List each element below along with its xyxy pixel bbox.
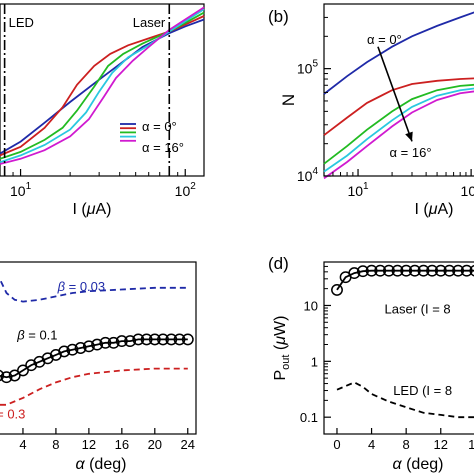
b-xtick-label-1: 102 xyxy=(461,181,474,199)
b-series-0 xyxy=(323,11,474,95)
c-series-1-point xyxy=(148,333,161,346)
c-series-1-point xyxy=(66,343,79,356)
c-xtick-label-6: 24 xyxy=(181,437,195,452)
a-series-4 xyxy=(0,6,205,165)
a-legend-label-0: α = 0° xyxy=(142,119,177,134)
c-series-1-point xyxy=(140,333,153,346)
c-series-1-point xyxy=(157,333,169,346)
c-series-1-point xyxy=(8,369,21,382)
a-series-0 xyxy=(0,18,205,155)
c-series-2 xyxy=(0,367,188,406)
c-series-1-point xyxy=(82,340,95,353)
d-series-0-point xyxy=(356,265,369,278)
b-arrow-shaft xyxy=(377,46,413,142)
panel-a-xlabel: I (μA) xyxy=(73,201,112,218)
d-ytick-label-0: 0.1 xyxy=(300,410,318,425)
d-ytick-label-2: 10 xyxy=(304,298,318,313)
b-annotation-1: α = 16° xyxy=(390,145,432,160)
d-ytick-label-1: 1 xyxy=(311,354,318,369)
d-xtick-label-3: 12 xyxy=(434,437,448,452)
c-annotation-1: β = 0.1 xyxy=(16,327,57,342)
a-xtick-label-0: 101 xyxy=(10,181,32,199)
a-vline-label-1: Laser xyxy=(133,15,166,30)
d-series-0-point xyxy=(434,264,447,277)
b-series-2 xyxy=(323,83,474,165)
panel-b: 101 102 104 105 α = 0° α = 16° (b) N I (μA) xyxy=(268,3,474,218)
d-series-0 xyxy=(336,269,474,291)
d-series-0-point xyxy=(426,264,439,277)
c-xtick-label-1: 4 xyxy=(19,437,26,452)
a-series-2 xyxy=(0,11,205,160)
c-annotation-2: β = 0.3 xyxy=(0,407,25,422)
panel-a-frame xyxy=(0,3,205,177)
d-series-0-point xyxy=(374,264,387,277)
d-series-0-point xyxy=(382,264,395,277)
panel-b-frame xyxy=(323,3,474,177)
panel-d: 0 4 8 12 16 0.1 1 10 Laser (I = 8 LED (I = 8 (d)… xyxy=(268,254,474,473)
d-xtick-label-2: 8 xyxy=(403,437,410,452)
c-series-1-point xyxy=(74,342,87,354)
c-xtick-label-2: 8 xyxy=(52,437,59,452)
c-series-1-point xyxy=(0,371,13,384)
panel-b-label: (b) xyxy=(268,7,289,26)
b-ytick-label-1: 105 xyxy=(297,59,319,77)
c-series-1-point xyxy=(165,333,178,346)
c-xtick-label-3: 12 xyxy=(82,437,96,452)
c-xtick-label-5: 20 xyxy=(148,437,162,452)
c-series-1 xyxy=(0,338,188,379)
a-vline-label-0: LED xyxy=(9,15,34,30)
panel-d-xlabel: α (deg) xyxy=(393,456,444,473)
c-annotation-0: β = 0.03 xyxy=(57,279,106,294)
panel-a: LED Laser 101 102 α = 0° α = 16° I (μA) xyxy=(0,3,205,218)
d-series-0-point xyxy=(391,264,404,277)
b-series-4 xyxy=(323,90,474,180)
d-annotation-0: Laser (I = 8 xyxy=(385,301,451,316)
c-series-0 xyxy=(0,277,188,303)
c-series-1-point xyxy=(99,336,112,349)
c-series-1-point xyxy=(91,338,104,351)
d-series-0-point xyxy=(348,267,361,280)
d-xtick-label-1: 4 xyxy=(368,437,375,452)
d-series-1 xyxy=(336,381,474,419)
panel-b-xlabel: I (μA) xyxy=(415,201,454,218)
panel-c: 04812162024 β = 0.03β = 0.1β = 0.3 α (de… xyxy=(0,261,197,473)
panel-d-label: (d) xyxy=(268,254,289,273)
c-series-1-point xyxy=(17,364,29,377)
a-xtick-label-1: 102 xyxy=(175,181,197,199)
b-series-1 xyxy=(323,77,474,136)
c-series-1-point xyxy=(58,345,71,358)
b-annotation-0: α = 0° xyxy=(367,32,402,47)
d-series-0-point xyxy=(460,264,473,277)
b-arrow-head xyxy=(405,131,413,142)
c-series-1-point xyxy=(115,335,128,348)
a-legend-label-1: α = 16° xyxy=(142,140,184,155)
d-series-0-point xyxy=(443,264,456,277)
d-annotation-1: LED (I = 8 xyxy=(393,383,452,398)
c-xtick-label-4: 16 xyxy=(115,437,129,452)
d-series-0-point xyxy=(400,264,413,277)
c-series-1-point xyxy=(181,333,194,346)
d-series-0-point xyxy=(469,264,474,277)
c-series-1-point xyxy=(132,333,145,346)
d-series-0-point xyxy=(365,264,378,277)
b-ytick-label-0: 104 xyxy=(297,166,319,184)
b-xtick-label-0: 101 xyxy=(347,181,369,199)
c-series-1-point xyxy=(124,335,137,348)
panel-d-ylabel: Pout (μW) xyxy=(272,316,292,381)
c-series-1-point xyxy=(0,369,5,382)
c-series-1-point xyxy=(107,336,120,349)
d-series-0-point xyxy=(452,264,465,277)
panel-b-ylabel: N xyxy=(279,94,298,106)
d-xtick-label-4: 16 xyxy=(468,437,474,452)
panel-c-frame xyxy=(0,261,197,435)
a-series-3 xyxy=(0,8,205,164)
d-series-0-point xyxy=(417,264,430,277)
d-xtick-label-0: 0 xyxy=(333,437,340,452)
panel-d-frame xyxy=(323,261,474,435)
d-series-0-point xyxy=(408,264,421,277)
c-series-1-point xyxy=(173,333,186,346)
d-series-0-point xyxy=(331,283,343,296)
panel-c-xlabel: α (deg) xyxy=(76,456,127,473)
